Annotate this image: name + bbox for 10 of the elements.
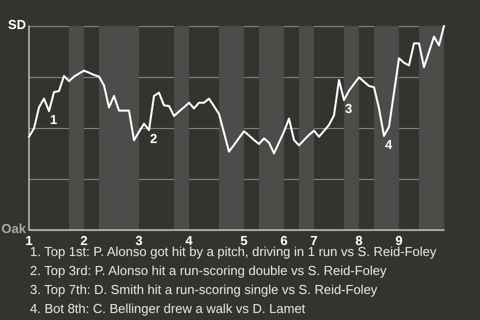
text: 4. Bot 8th: C. Bellinger drew a walk vs D. Lamet	[30, 301, 306, 316]
annotation: 2	[150, 131, 158, 146]
text: Oak	[1, 221, 27, 236]
text: 2. Top 3rd: P. Alonso hit a run-scoring double vs S. Reid-Foley	[30, 263, 387, 278]
annotation: 1	[50, 112, 58, 128]
x-tick-label: 1	[25, 233, 33, 248]
annotation: 3	[345, 101, 352, 116]
text: SD	[8, 17, 26, 32]
text: 3. Top 7th: D. Smith hit a run-scoring single vs S. Reid-Foley	[30, 282, 378, 297]
annotation: 4	[385, 136, 393, 152]
